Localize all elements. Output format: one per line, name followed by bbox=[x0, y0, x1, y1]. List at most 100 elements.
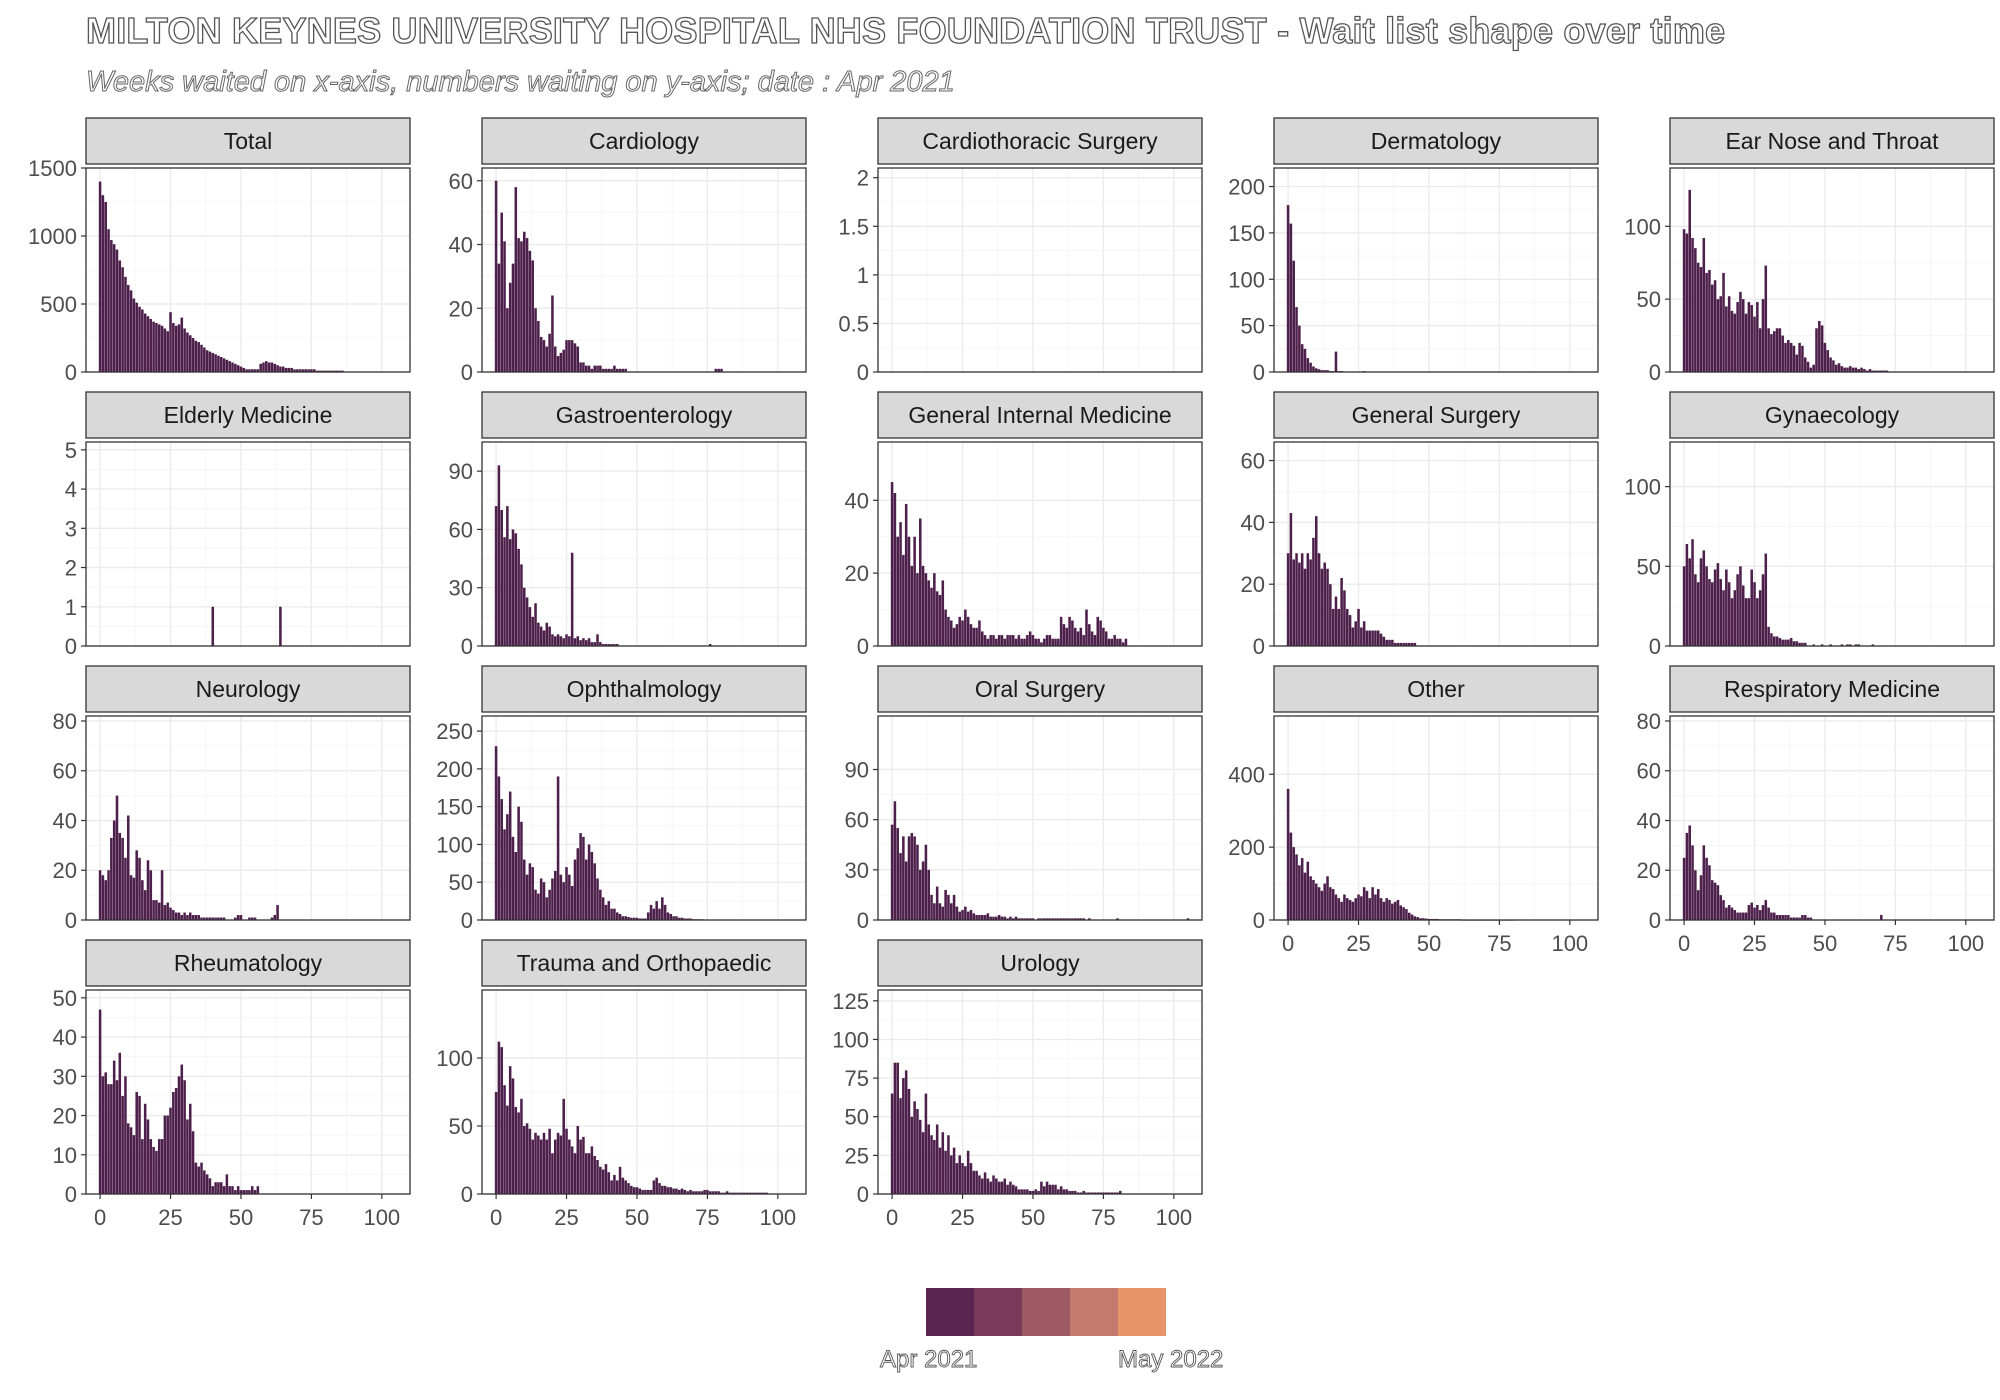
bar-neurology bbox=[112, 820, 116, 920]
bar-ear-nose-and-throat bbox=[1708, 270, 1711, 372]
bar-general-surgery bbox=[1407, 642, 1411, 646]
bar-oral-surgery bbox=[1031, 918, 1035, 920]
bar-ear-nose-and-throat bbox=[1843, 367, 1846, 372]
bar-gastroenterology bbox=[708, 644, 712, 646]
bar-trauma-and-orthopaedic bbox=[751, 1192, 754, 1194]
y-tick-label: 40 bbox=[845, 488, 869, 513]
bar-respiratory-medicine bbox=[1880, 915, 1883, 920]
y-tick-label: 90 bbox=[845, 758, 869, 783]
bar-ophthalmology bbox=[630, 917, 633, 920]
bar-general-internal-medicine bbox=[1045, 635, 1049, 646]
y-tick-label: 20 bbox=[845, 561, 869, 586]
bar-cardiology bbox=[584, 365, 588, 372]
bar-ear-nose-and-throat bbox=[1758, 328, 1762, 372]
facet-title-gastroenterology: Gastroenterology bbox=[556, 402, 733, 428]
facet-panel-cardiothoracic-surgery bbox=[878, 168, 1202, 372]
bar-rheumatology bbox=[172, 1092, 175, 1194]
bar-total bbox=[239, 366, 243, 372]
bar-ophthalmology bbox=[556, 776, 560, 920]
bar-ear-nose-and-throat bbox=[1885, 370, 1889, 372]
bar-oral-surgery bbox=[1023, 918, 1026, 920]
bar-total bbox=[129, 290, 133, 372]
y-tick-label: 1.5 bbox=[838, 214, 869, 239]
bar-gynaecology bbox=[1854, 644, 1858, 646]
bar-total bbox=[312, 369, 316, 372]
bar-urology bbox=[1073, 1190, 1077, 1194]
bar-urology bbox=[1093, 1192, 1097, 1194]
bar-oral-surgery bbox=[910, 833, 914, 920]
bar-trauma-and-orthopaedic bbox=[570, 1146, 574, 1194]
bar-urology bbox=[1048, 1184, 1052, 1194]
bar-ear-nose-and-throat bbox=[1705, 272, 1708, 372]
bar-total bbox=[143, 313, 147, 372]
bar-general-surgery bbox=[1357, 608, 1360, 646]
bar-general-internal-medicine bbox=[1020, 638, 1023, 646]
bar-oral-surgery bbox=[1011, 918, 1015, 920]
bar-gastroenterology bbox=[545, 622, 549, 646]
bar-ear-nose-and-throat bbox=[1756, 302, 1759, 372]
x-tick-label: 50 bbox=[1021, 1205, 1045, 1230]
bar-dermatology bbox=[1286, 205, 1290, 372]
facet-strip-other bbox=[1273, 665, 1599, 713]
bar-rheumatology bbox=[180, 1064, 184, 1194]
bar-other bbox=[1419, 918, 1422, 920]
bar-general-surgery bbox=[1362, 621, 1366, 646]
bar-ear-nose-and-throat bbox=[1688, 189, 1691, 372]
bar-neurology bbox=[208, 917, 212, 920]
bar-gastroenterology bbox=[534, 603, 537, 646]
bar-gastroenterology bbox=[610, 644, 613, 646]
bar-ophthalmology bbox=[576, 848, 580, 920]
facet-border-general-internal-medicine bbox=[877, 441, 1203, 647]
bar-other bbox=[1362, 887, 1366, 920]
bar-rheumatology bbox=[183, 1080, 186, 1194]
bar-trauma-and-orthopaedic bbox=[652, 1180, 656, 1194]
bar-general-internal-medicine bbox=[1023, 638, 1026, 646]
bar-ophthalmology bbox=[548, 889, 551, 920]
x-tick-label: 0 bbox=[1678, 931, 1690, 956]
bar-gastroenterology bbox=[494, 506, 498, 646]
facet-border-oral-surgery bbox=[877, 715, 1203, 921]
bar-gastroenterology bbox=[587, 638, 591, 646]
bar-trauma-and-orthopaedic bbox=[601, 1169, 605, 1194]
bar-ophthalmology bbox=[503, 829, 506, 920]
bar-total bbox=[155, 323, 158, 372]
bar-respiratory-medicine bbox=[1702, 845, 1706, 920]
bar-ear-nose-and-throat bbox=[1815, 328, 1818, 372]
bar-gastroenterology bbox=[506, 506, 509, 646]
y-tick-label: 50 bbox=[449, 1114, 473, 1139]
bar-general-internal-medicine bbox=[1093, 635, 1097, 646]
bar-gastroenterology bbox=[593, 642, 596, 646]
bar-trauma-and-orthopaedic bbox=[675, 1188, 678, 1194]
bar-general-internal-medicine bbox=[1057, 638, 1060, 646]
bar-ophthalmology bbox=[677, 917, 681, 920]
bar-urology bbox=[913, 1101, 916, 1194]
bar-total bbox=[290, 367, 293, 372]
bar-general-surgery bbox=[1300, 553, 1304, 646]
bar-respiratory-medicine bbox=[1750, 902, 1753, 920]
y-tick-label: 5 bbox=[65, 438, 77, 463]
facet-border-other bbox=[1273, 715, 1599, 921]
bar-general-internal-medicine bbox=[938, 595, 942, 646]
bar-general-internal-medicine bbox=[947, 616, 950, 646]
bar-total bbox=[219, 357, 223, 372]
bar-oral-surgery bbox=[964, 906, 967, 920]
bar-trauma-and-orthopaedic bbox=[641, 1189, 644, 1194]
bar-urology bbox=[1037, 1190, 1040, 1194]
facet-strip-gynaecology bbox=[1669, 391, 1995, 439]
facet-title-total: Total bbox=[224, 128, 273, 154]
bar-respiratory-medicine bbox=[1713, 882, 1717, 920]
bar-total bbox=[259, 363, 262, 372]
bar-general-internal-medicine bbox=[1121, 642, 1125, 646]
bar-total bbox=[214, 354, 217, 372]
bar-neurology bbox=[126, 815, 130, 920]
facet-title-ear-nose-and-throat: Ear Nose and Throat bbox=[1725, 128, 1939, 154]
bar-oral-surgery bbox=[1116, 918, 1119, 920]
bar-other bbox=[1309, 876, 1312, 920]
facet-strip-cardiology bbox=[481, 117, 807, 165]
bar-total bbox=[205, 350, 209, 372]
bar-total bbox=[160, 325, 164, 372]
bar-trauma-and-orthopaedic bbox=[548, 1128, 551, 1194]
bar-general-internal-medicine bbox=[1107, 638, 1111, 646]
bar-total bbox=[248, 369, 251, 372]
bar-ear-nose-and-throat bbox=[1719, 296, 1722, 372]
